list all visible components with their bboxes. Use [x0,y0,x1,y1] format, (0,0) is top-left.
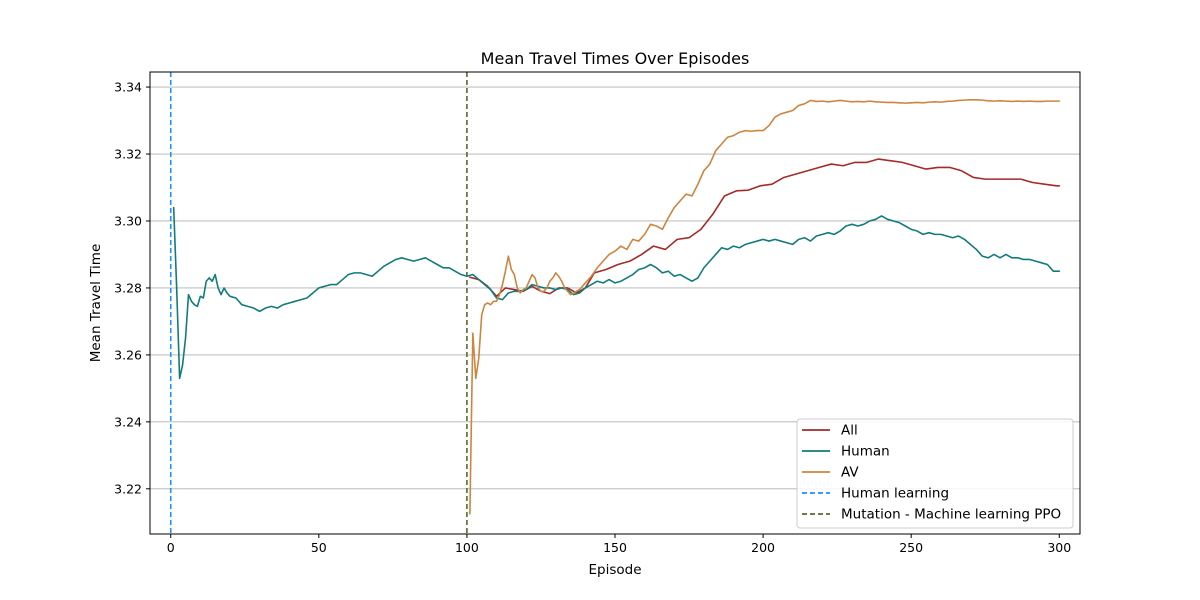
y-axis-label: Mean Travel Time [88,244,104,363]
legend-label: Human [841,444,890,460]
legend-box [796,418,1074,529]
y-tick-label: 3.34 [114,80,142,95]
x-axis-ticks: 0 50 100 150 200 250 300 [167,534,1071,555]
series-line-human [172,206,1061,380]
x-tick-label: 50 [311,540,327,555]
y-tick-label: 3.26 [114,347,142,362]
x-axis-label: Episode [588,562,641,578]
chart-title: Mean Travel Times Over Episodes [481,49,750,68]
grid-lines [150,86,1080,490]
x-tick-label: 100 [455,540,479,555]
y-axis-ticks: 3.22 3.24 3.26 3.28 3.30 3.32 3.34 [114,80,150,496]
x-tick-label: 0 [167,540,175,555]
series-line-av [469,98,1061,515]
series-line-all [469,158,1061,298]
reference-lines [169,72,468,534]
series-lines [172,98,1061,515]
x-tick-label: 150 [603,540,627,555]
legend: All Human AV Human learning Mutation - Machi… [796,418,1074,529]
y-tick-label: 3.22 [114,481,142,496]
y-tick-label: 3.32 [114,147,142,162]
x-tick-label: 200 [751,540,775,555]
y-tick-label: 3.24 [114,414,142,429]
y-tick-label: 3.28 [114,280,142,295]
legend-label: Human learning [841,486,949,502]
legend-label: Mutation - Machine learning PPO [841,507,1061,523]
legend-label: All [841,423,858,439]
y-tick-label: 3.30 [114,213,142,228]
x-tick-label: 250 [899,540,923,555]
legend-label: AV [841,465,859,481]
x-tick-label: 300 [1047,540,1071,555]
